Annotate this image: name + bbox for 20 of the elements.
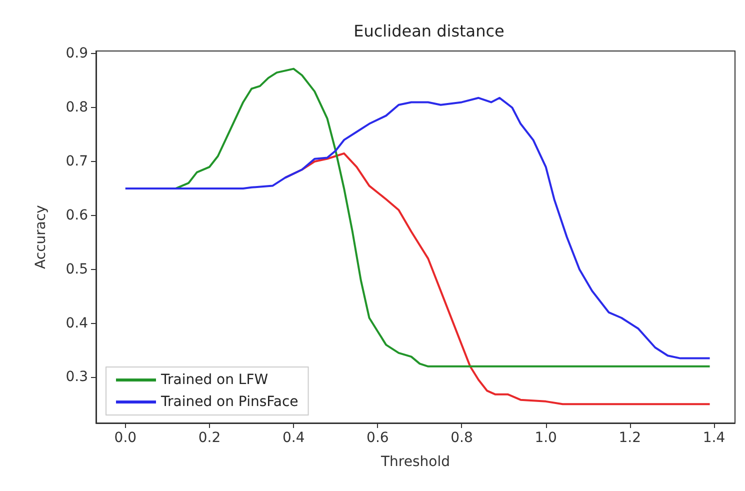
x-tick-label: 1.0 bbox=[534, 430, 557, 446]
x-axis-title: Threshold bbox=[380, 454, 450, 470]
y-tick-label: 0.8 bbox=[66, 100, 88, 116]
y-tick-label: 0.4 bbox=[66, 315, 88, 332]
x-tick-label: 0.6 bbox=[366, 430, 389, 446]
y-tick-label: 0.6 bbox=[66, 207, 88, 224]
y-tick-label: 0.3 bbox=[66, 369, 88, 386]
x-tick-label: 0.8 bbox=[450, 430, 473, 446]
legend-label: Trained on LFW bbox=[160, 372, 268, 388]
x-tick-label: 0.0 bbox=[114, 430, 137, 446]
y-tick-label: 0.5 bbox=[66, 261, 88, 278]
y-axis-title: Accuracy bbox=[33, 205, 49, 269]
x-tick-label: 1.4 bbox=[702, 430, 726, 446]
x-tick-label: 1.2 bbox=[618, 430, 642, 446]
chart-title: Euclidean distance bbox=[354, 22, 504, 40]
y-tick-label: 0.7 bbox=[66, 154, 88, 170]
x-tick-label: 0.2 bbox=[198, 430, 221, 446]
y-tick-label: 0.9 bbox=[66, 46, 88, 62]
x-tick-label: 0.4 bbox=[282, 430, 305, 446]
legend-label: Trained on PinsFace bbox=[160, 394, 298, 410]
